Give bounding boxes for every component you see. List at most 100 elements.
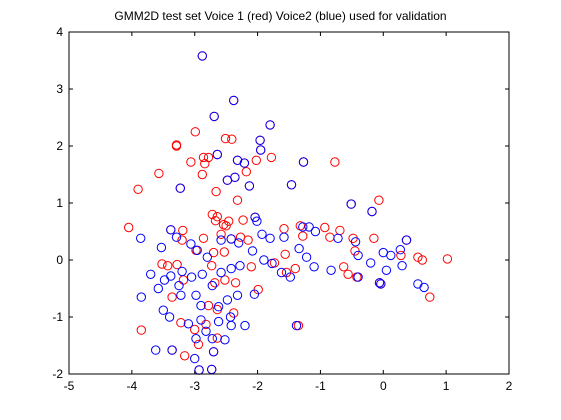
point-voice2	[397, 261, 407, 271]
point-voice1	[207, 261, 217, 271]
point-voice1	[203, 300, 214, 311]
data-points	[124, 51, 453, 375]
point-voice2	[257, 229, 267, 240]
point-voice2	[346, 199, 356, 209]
y-tick-label: -1	[52, 310, 63, 324]
point-voice2	[186, 272, 197, 282]
x-tick-label: -4	[127, 379, 138, 393]
point-voice2	[201, 326, 211, 336]
point-voice1	[216, 229, 226, 240]
point-voice2	[235, 261, 245, 271]
point-voice2	[244, 181, 255, 191]
point-voice2	[419, 282, 429, 293]
point-voice2	[304, 222, 314, 232]
point-voice2	[146, 269, 156, 279]
point-voice2	[353, 272, 363, 282]
point-voice1	[335, 225, 345, 236]
point-voice2	[207, 334, 218, 344]
point-voice2	[190, 353, 200, 364]
point-voice2	[177, 266, 187, 277]
point-voice1	[190, 324, 200, 335]
point-voice2	[194, 365, 204, 375]
point-voice1	[374, 195, 384, 205]
point-voice1	[251, 155, 261, 166]
point-voice1	[210, 278, 220, 288]
point-voice2	[183, 319, 194, 329]
point-voice1	[178, 225, 188, 236]
y-tick-label: 1	[56, 196, 63, 210]
point-voice2	[353, 250, 363, 261]
point-voice1	[221, 221, 231, 231]
point-voice2	[286, 180, 297, 190]
point-voice2	[374, 278, 385, 288]
point-voice2	[220, 335, 230, 345]
point-voice2	[255, 135, 265, 146]
point-voice2	[222, 175, 233, 185]
point-voice2	[196, 315, 206, 325]
point-voice1	[198, 152, 209, 163]
y-tick-label: -2	[52, 367, 63, 381]
point-voice2	[232, 155, 243, 166]
point-voice2	[232, 290, 243, 300]
point-voice2	[176, 290, 186, 300]
x-tick-label: -3	[189, 379, 200, 393]
y-tick-label: 2	[56, 139, 63, 153]
point-voice1	[136, 325, 147, 335]
point-voice2	[309, 262, 319, 272]
point-voice2	[226, 320, 236, 331]
point-voice2	[212, 149, 223, 160]
chart-title: GMM2D test set Voice 1 (red) Voice2 (blu…	[114, 9, 447, 23]
point-voice1	[396, 250, 406, 261]
point-voice1	[190, 127, 201, 137]
point-voice2	[366, 258, 376, 268]
x-tick-label: -5	[64, 379, 75, 393]
point-voice2	[376, 279, 386, 289]
point-voice2	[191, 290, 201, 300]
point-voice2	[191, 334, 201, 344]
point-voice1	[198, 233, 209, 244]
point-voice2	[225, 312, 236, 322]
point-voice1	[180, 351, 190, 361]
point-voice1	[193, 339, 204, 350]
point-voice1	[320, 222, 330, 233]
point-voice1	[171, 141, 182, 151]
point-voice2	[175, 183, 186, 193]
x-tick-label: -1	[315, 379, 326, 393]
point-voice2	[192, 245, 202, 256]
point-voice2	[136, 233, 146, 244]
point-voice1	[208, 247, 219, 258]
point-voice2	[267, 258, 277, 269]
point-voice1	[211, 186, 221, 197]
point-voice1	[325, 232, 335, 242]
point-voice2	[196, 300, 206, 311]
point-voice2	[252, 216, 262, 226]
point-voice2	[151, 345, 161, 355]
point-voice2	[301, 252, 312, 262]
axes-frame	[68, 31, 510, 375]
x-tick-label: -2	[252, 379, 263, 393]
point-voice1	[330, 157, 340, 167]
point-voice2	[285, 272, 295, 282]
point-voice2	[207, 280, 218, 291]
point-voice1	[243, 235, 253, 245]
point-voice2	[197, 51, 208, 61]
point-voice2	[265, 233, 275, 244]
point-voice2	[298, 157, 309, 167]
point-voice2	[240, 320, 250, 331]
point-voice2	[136, 292, 147, 302]
point-voice1	[203, 152, 214, 163]
point-voice1	[442, 254, 453, 264]
point-voice2	[174, 280, 184, 291]
point-voice1	[290, 263, 300, 274]
point-voice2	[386, 250, 396, 261]
point-voice2	[216, 235, 226, 245]
point-voice2	[350, 237, 361, 247]
point-voice2	[276, 267, 287, 278]
point-voice1	[172, 259, 182, 270]
point-voice1	[417, 255, 427, 265]
point-voice2	[381, 265, 392, 275]
point-voice2	[213, 302, 224, 312]
axis-ticks: -5 -4 -3 -2 -1 0 1 2 -2 -1 0 1 2 3 4	[52, 25, 512, 393]
point-voice1	[176, 318, 186, 328]
